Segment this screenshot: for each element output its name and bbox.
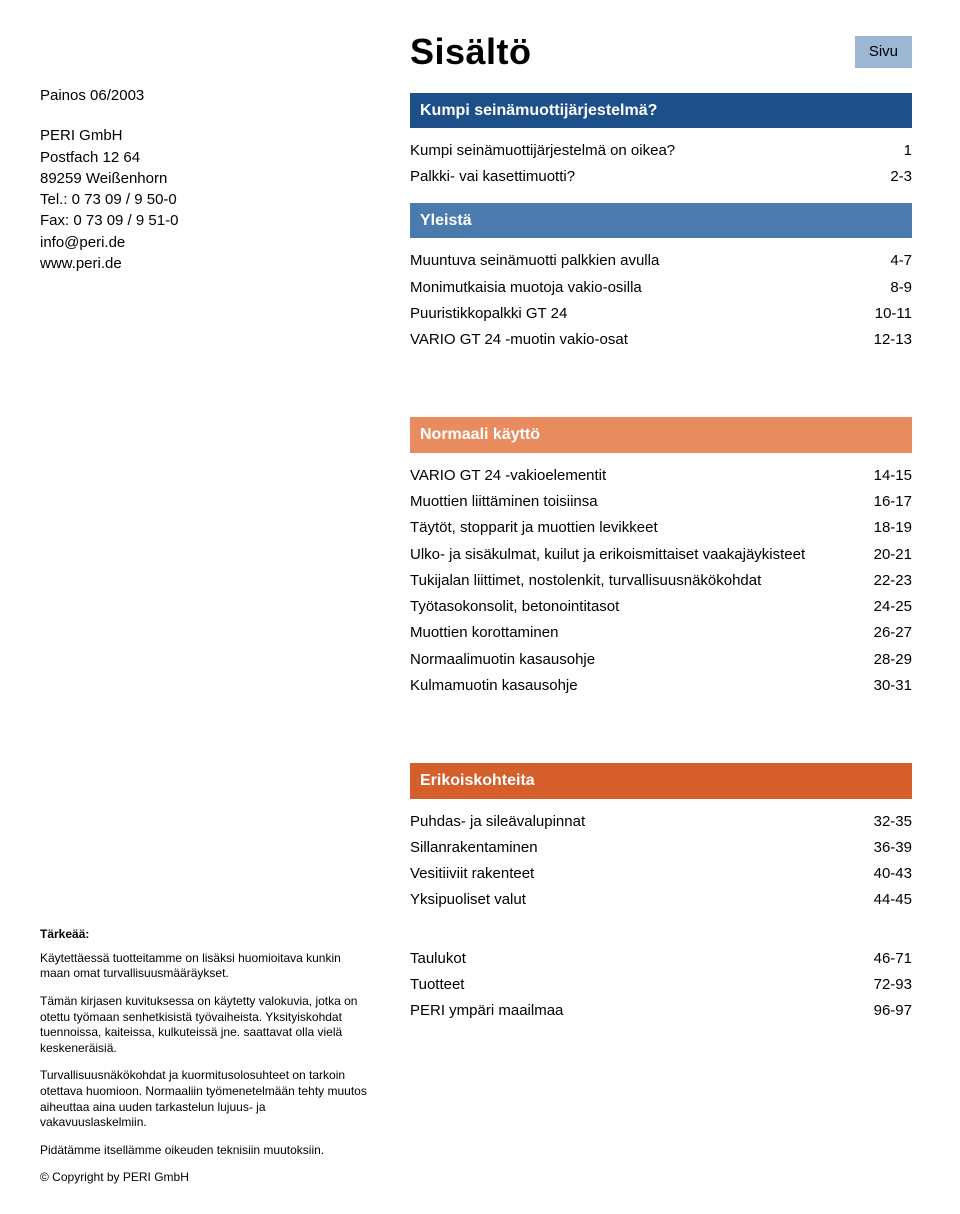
toc-label: Normaalimuotin kasausohje <box>410 650 856 670</box>
toc-label: Vesitiiviit rakenteet <box>410 864 856 884</box>
toc-label: Yksipuoliset valut <box>410 890 856 910</box>
toc-page: 44-45 <box>856 890 912 910</box>
fax-line: Fax: 0 73 09 / 9 51-0 <box>40 211 374 231</box>
toc-page: 30-31 <box>856 676 912 696</box>
toc-row: Palkki- vai kasettimuotti? 2-3 <box>410 164 912 190</box>
toc-page: 8-9 <box>856 278 912 298</box>
toc-label: Kumpi seinämuottijärjestelmä on oikea? <box>410 141 856 161</box>
toc-label: Työtasokonsolit, betonointitasot <box>410 597 856 617</box>
toc-label: Ulko- ja sisäkulmat, kuilut ja erikoismi… <box>410 545 856 565</box>
toc-group-2: Muuntuva seinämuotti palkkien avulla 4-7… <box>410 248 912 353</box>
right-column: Sisältö Sivu Kumpi seinämuottijärjestelm… <box>410 28 912 1186</box>
page-root: Painos 06/2003 PERI GmbH Postfach 12 64 … <box>0 0 960 1214</box>
toc-label: Muuntuva seinämuotti palkkien avulla <box>410 251 856 271</box>
toc-label: Täytöt, stopparit ja muottien levikkeet <box>410 518 856 538</box>
toc-row: Muuntuva seinämuotti palkkien avulla 4-7 <box>410 248 912 274</box>
toc-page: 4-7 <box>856 251 912 271</box>
toc-row: Kulmamuotin kasausohje 30-31 <box>410 673 912 699</box>
company-line: PERI GmbH <box>40 126 374 146</box>
toc-row: VARIO GT 24 -muotin vakio-osat 12-13 <box>410 327 912 353</box>
title-row: Sisältö Sivu <box>410 28 912 83</box>
toc-page: 96-97 <box>856 1001 912 1021</box>
toc-row: Vesitiiviit rakenteet 40-43 <box>410 861 912 887</box>
toc-group-1: Kumpi seinämuottijärjestelmä on oikea? 1… <box>410 138 912 191</box>
toc-group-4: Puhdas- ja sileävalupinnat 32-35 Sillanr… <box>410 809 912 914</box>
toc-row: Monimutkaisia muotoja vakio-osilla 8-9 <box>410 275 912 301</box>
toc-label: Tukijalan liittimet, nostolenkit, turval… <box>410 571 856 591</box>
toc-row: Yksipuoliset valut 44-45 <box>410 887 912 913</box>
toc-page: 20-21 <box>856 545 912 565</box>
sivu-label-box: Sivu <box>855 36 912 68</box>
toc-label: Puuristikkopalkki GT 24 <box>410 304 856 324</box>
toc-tail: Taulukot 46-71 Tuotteet 72-93 PERI ympär… <box>410 946 912 1025</box>
toc-page: 22-23 <box>856 571 912 591</box>
toc-page: 12-13 <box>856 330 912 350</box>
toc-label: Taulukot <box>410 949 856 969</box>
toc-label: Monimutkaisia muotoja vakio-osilla <box>410 278 856 298</box>
disclaimer-block: Tärkeää: Käytettäessä tuotteitamme on li… <box>40 927 374 1186</box>
pobox-line: Postfach 12 64 <box>40 148 374 168</box>
disclaimer-p2: Tämän kirjasen kuvituksessa on käytetty … <box>40 994 374 1056</box>
toc-row: Puhdas- ja sileävalupinnat 32-35 <box>410 809 912 835</box>
toc-group-3: VARIO GT 24 -vakioelementit 14-15 Muotti… <box>410 463 912 699</box>
email-line: info@peri.de <box>40 233 374 253</box>
publisher-block: Painos 06/2003 PERI GmbH Postfach 12 64 … <box>40 86 374 275</box>
section-heading-4: Erikoiskohteita <box>410 763 912 799</box>
toc-page: 10-11 <box>856 304 912 324</box>
toc-label: VARIO GT 24 -vakioelementit <box>410 466 856 486</box>
edition-line: Painos 06/2003 <box>40 86 374 106</box>
section-heading-3: Normaali käyttö <box>410 417 912 453</box>
toc-page: 36-39 <box>856 838 912 858</box>
toc-label: Muottien liittäminen toisiinsa <box>410 492 856 512</box>
toc-page: 26-27 <box>856 623 912 643</box>
toc-page: 32-35 <box>856 812 912 832</box>
toc-row: Kumpi seinämuottijärjestelmä on oikea? 1 <box>410 138 912 164</box>
toc-row: Tuotteet 72-93 <box>410 972 912 998</box>
disclaimer-p4: Pidätämme itsellämme oikeuden teknisiin … <box>40 1143 374 1159</box>
copyright-line: © Copyright by PERI GmbH <box>40 1170 374 1186</box>
toc-label: Puhdas- ja sileävalupinnat <box>410 812 856 832</box>
toc-row: Työtasokonsolit, betonointitasot 24-25 <box>410 594 912 620</box>
toc-row: Ulko- ja sisäkulmat, kuilut ja erikoismi… <box>410 542 912 568</box>
toc-page: 1 <box>856 141 912 161</box>
city-line: 89259 Weißenhorn <box>40 169 374 189</box>
toc-page: 28-29 <box>856 650 912 670</box>
disclaimer-p3: Turvallisuusnäkökohdat ja kuormitusolosu… <box>40 1068 374 1130</box>
toc-page: 16-17 <box>856 492 912 512</box>
toc-label: PERI ympäri maailmaa <box>410 1001 856 1021</box>
toc-row: Tukijalan liittimet, nostolenkit, turval… <box>410 568 912 594</box>
toc-page: 72-93 <box>856 975 912 995</box>
left-column: Painos 06/2003 PERI GmbH Postfach 12 64 … <box>40 28 410 1186</box>
page-title: Sisältö <box>410 28 532 77</box>
toc-row: VARIO GT 24 -vakioelementit 14-15 <box>410 463 912 489</box>
toc-label: Sillanrakentaminen <box>410 838 856 858</box>
toc-row: Sillanrakentaminen 36-39 <box>410 835 912 861</box>
disclaimer-p1: Käytettäessä tuotteitamme on lisäksi huo… <box>40 951 374 982</box>
toc-label: VARIO GT 24 -muotin vakio-osat <box>410 330 856 350</box>
toc-row: Taulukot 46-71 <box>410 946 912 972</box>
section-heading-1: Kumpi seinämuottijärjestelmä? <box>410 93 912 129</box>
toc-row: Muottien liittäminen toisiinsa 16-17 <box>410 489 912 515</box>
toc-page: 46-71 <box>856 949 912 969</box>
web-line: www.peri.de <box>40 254 374 274</box>
toc-label: Palkki- vai kasettimuotti? <box>410 167 856 187</box>
section-heading-2: Yleistä <box>410 203 912 239</box>
toc-page: 24-25 <box>856 597 912 617</box>
disclaimer-title: Tärkeää: <box>40 927 374 943</box>
toc-page: 14-15 <box>856 466 912 486</box>
toc-page: 40-43 <box>856 864 912 884</box>
toc-row: Täytöt, stopparit ja muottien levikkeet … <box>410 515 912 541</box>
toc-row: Muottien korottaminen 26-27 <box>410 620 912 646</box>
toc-label: Kulmamuotin kasausohje <box>410 676 856 696</box>
toc-page: 2-3 <box>856 167 912 187</box>
toc-page: 18-19 <box>856 518 912 538</box>
toc-label: Muottien korottaminen <box>410 623 856 643</box>
toc-row: Normaalimuotin kasausohje 28-29 <box>410 647 912 673</box>
toc-row: PERI ympäri maailmaa 96-97 <box>410 998 912 1024</box>
toc-label: Tuotteet <box>410 975 856 995</box>
toc-row: Puuristikkopalkki GT 24 10-11 <box>410 301 912 327</box>
tel-line: Tel.: 0 73 09 / 9 50-0 <box>40 190 374 210</box>
